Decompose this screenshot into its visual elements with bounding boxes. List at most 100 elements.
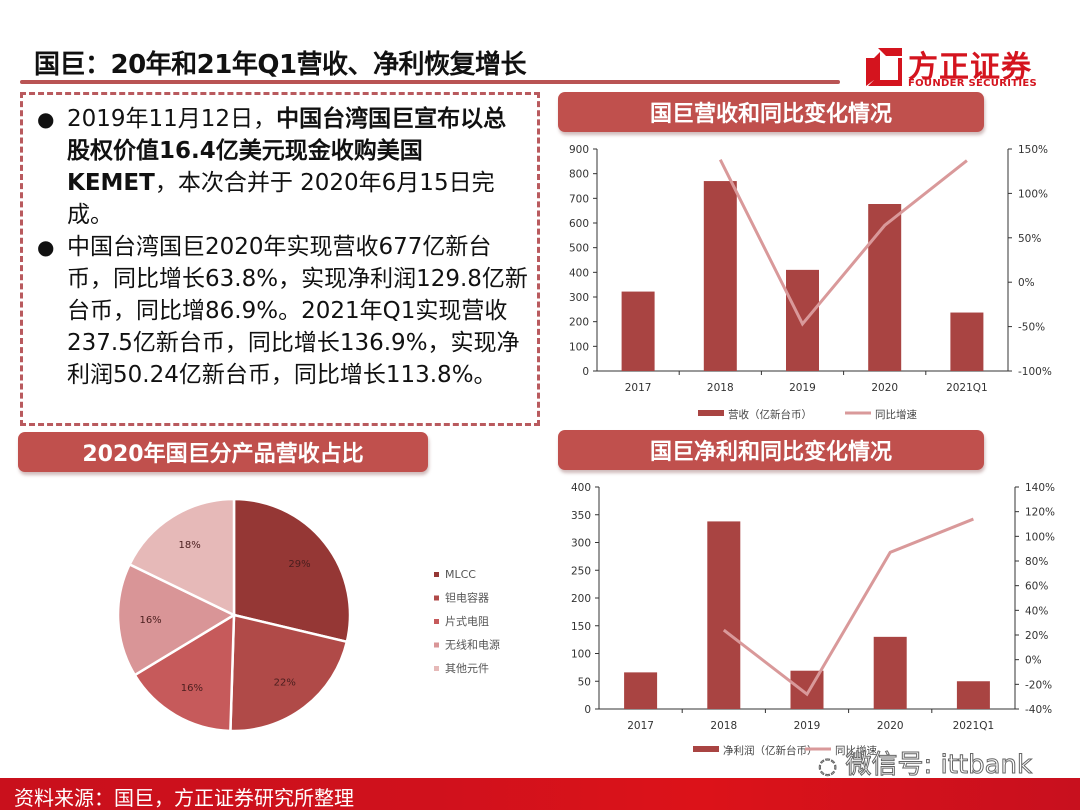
x-tick: 2020 <box>877 720 904 732</box>
y-tick-right: 80% <box>1025 556 1048 568</box>
pie-slice <box>127 497 236 617</box>
legend-swatch <box>434 572 439 577</box>
bar <box>621 291 655 371</box>
summary-text-box: ● 2019年11月12日，中国台湾国巨宣布以总股权价值16.4亿美元现金收购美… <box>20 92 540 426</box>
y-tick-left: 900 <box>569 144 589 156</box>
y-tick-right: 20% <box>1025 630 1048 642</box>
bullet-text: 中国台湾国巨2020年实现营收677亿新台币，同比增长63.8%，实现净利润12… <box>67 234 528 388</box>
profit-section-header: 国巨净利和同比变化情况 <box>558 430 984 470</box>
y-tick-right: 140% <box>1025 482 1055 494</box>
title-divider <box>20 80 840 84</box>
y-tick-left: 150 <box>571 621 591 633</box>
legend-swatch <box>434 595 439 601</box>
logo-mark-icon <box>866 48 902 86</box>
pie-slice <box>229 613 349 733</box>
legend-label: 同比增速 <box>835 744 877 757</box>
y-tick-left: 500 <box>569 243 589 255</box>
pie-slice-label: 16% <box>181 683 203 694</box>
growth-line <box>718 158 968 327</box>
legend-label: 钽电容器 <box>445 591 489 605</box>
x-tick: 2019 <box>794 720 821 732</box>
x-tick: 2021Q1 <box>946 382 988 394</box>
y-tick-left: 400 <box>571 482 591 494</box>
legend-label: 无线和电源 <box>445 638 500 652</box>
y-tick-left: 200 <box>569 317 589 329</box>
y-tick-right: 100% <box>1018 188 1048 200</box>
x-tick: 2019 <box>789 382 816 394</box>
legend-bar-swatch <box>693 746 719 752</box>
legend-label: 其他元件 <box>445 662 489 675</box>
legend-label: 片式电阻 <box>445 615 489 628</box>
y-tick-right: 60% <box>1025 581 1048 593</box>
bullet-dot-icon: ● <box>37 235 55 259</box>
y-tick-right: -20% <box>1025 679 1052 691</box>
pie-slice <box>232 497 352 644</box>
y-tick-right: 100% <box>1025 531 1055 543</box>
pie-slice <box>116 562 237 677</box>
pie-slice-label: 29% <box>288 559 310 570</box>
x-tick: 2017 <box>627 720 654 732</box>
y-tick-right: 150% <box>1018 144 1048 156</box>
bullet-item: ● 2019年11月12日，中国台湾国巨宣布以总股权价值16.4亿美元现金收购美… <box>33 103 529 231</box>
y-tick-right: 0% <box>1018 277 1035 289</box>
bullet-text-part-bold: 中国台湾国巨宣布以总股权价值16.4亿美元现金收购美国KEMET <box>67 106 507 196</box>
legend-swatch <box>434 666 439 671</box>
y-tick-left: 50 <box>578 676 591 688</box>
legend-label: 净利润（亿新台币） <box>723 744 818 757</box>
watermark: ◌ 微信号: ittbank <box>817 744 1033 781</box>
growth-line <box>722 517 974 697</box>
x-tick: 2020 <box>871 382 898 394</box>
y-tick-right: -40% <box>1025 704 1052 716</box>
y-tick-left: 400 <box>569 267 589 279</box>
y-tick-left: 250 <box>571 565 591 577</box>
bullet-text-part: 2019年11月12日， <box>67 106 277 132</box>
x-tick: 2017 <box>625 382 652 394</box>
y-tick-right: 50% <box>1018 233 1041 245</box>
revenue-chart: 0 100 200 300 400 500 600 700 800 900 -100% -50% 0% 5… <box>569 144 1052 421</box>
legend-label: MLCC <box>445 568 476 581</box>
y-tick-left: 0 <box>582 366 589 378</box>
legend-label: 营收（亿新台币） <box>728 408 812 421</box>
logo-cn-text: 方正证券 <box>908 50 1032 85</box>
x-tick: 2018 <box>707 382 734 394</box>
pie-slice-label: 18% <box>179 540 201 551</box>
bar <box>703 181 737 371</box>
y-tick-left: 100 <box>569 341 589 353</box>
page-title: 国巨：20年和21年Q1营收、净利恢复增长 <box>34 50 527 80</box>
bar <box>956 681 990 709</box>
logo-en-text: FOUNDER SECURITIES <box>908 78 1038 89</box>
bullet-text: 2019年11月12日，中国台湾国巨宣布以总股权价值16.4亿美元现金收购美国K… <box>67 103 529 231</box>
bar <box>786 269 819 371</box>
y-tick-left: 800 <box>569 169 589 181</box>
source-note: 资料来源：国巨，方正证券研究所整理 <box>14 786 354 810</box>
y-tick-right: -50% <box>1018 322 1045 334</box>
bar <box>868 204 902 371</box>
bullet-item: ● 中国台湾国巨2020年实现营收677亿新台币，同比增长63.8%，实现净利润… <box>33 231 529 391</box>
y-tick-right: -100% <box>1018 366 1052 378</box>
bar <box>873 636 907 709</box>
pie-slice <box>133 612 236 733</box>
y-tick-left: 0 <box>584 704 591 716</box>
pie-slice-label: 16% <box>139 615 161 626</box>
bar <box>707 521 741 709</box>
legend-label: 同比增速 <box>875 408 917 421</box>
footer-bar: 资料来源：国巨，方正证券研究所整理 <box>0 778 1080 810</box>
y-tick-left: 300 <box>571 538 591 550</box>
bullet-dot-icon: ● <box>37 107 55 131</box>
watermark-text: 微信号: ittbank <box>845 750 1033 781</box>
revenue-section-header: 国巨营收和同比变化情况 <box>558 92 984 132</box>
wechat-icon: ◌ <box>817 754 838 780</box>
bar <box>624 672 658 709</box>
y-tick-left: 200 <box>571 593 591 605</box>
legend-bar-swatch <box>698 410 724 416</box>
y-tick-right: 0% <box>1025 655 1042 667</box>
legend-swatch <box>434 619 439 624</box>
pie-slice-label: 22% <box>274 677 296 688</box>
y-tick-left: 100 <box>571 649 591 661</box>
legend-swatch <box>434 642 439 648</box>
y-tick-left: 300 <box>569 292 589 304</box>
pie-section-header: 2020年国巨分产品营收占比 <box>18 432 428 472</box>
y-tick-right: 120% <box>1025 507 1055 519</box>
y-tick-left: 600 <box>569 218 589 230</box>
